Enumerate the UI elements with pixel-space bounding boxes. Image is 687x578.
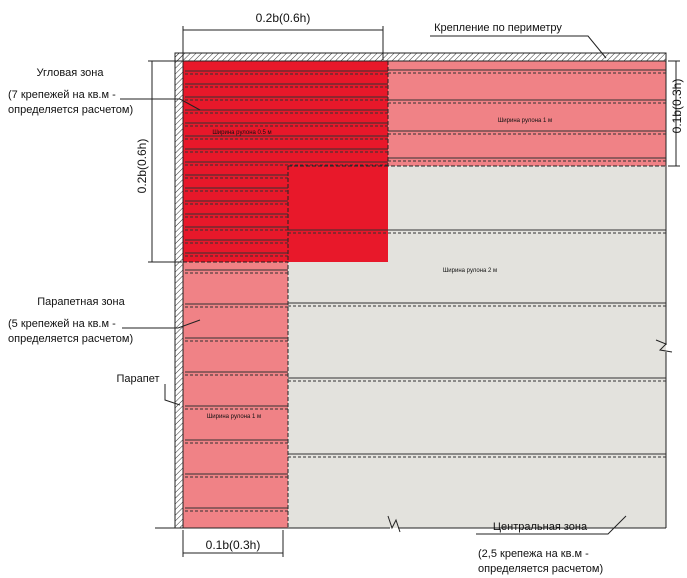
perimeter-label: Крепление по периметру [434,22,562,34]
central-zone-label: Центральная зона [493,521,588,533]
roll-width-corner: Ширина рулона 0.5 м [212,130,271,136]
roll-width-left: Ширина рулона 1 м [207,414,261,420]
roll-width-top-right: Ширина рулона 1 м [498,118,552,124]
left-dimension-label: 0.2b(0.6h) [135,139,149,194]
top-dimension-label: 0.2b(0.6h) [256,11,311,25]
corner-zone-note-1: (7 крепежей на кв.м - [8,89,116,101]
bottom-dimension-label: 0.1b(0.3h) [206,538,261,552]
corner-zone-note-2: определяется расчетом) [8,104,133,116]
parapet-zone-top [388,61,666,166]
parapet-zone-label: Парапетная зона [37,296,125,308]
right-dimension-label: 0.1b(0.3h) [670,79,684,134]
central-zone-note-1: (2,5 крепежа на кв.м - [478,548,589,560]
break-marks [387,339,673,533]
zone-outlines [155,53,667,529]
parapet-wall-top [174,52,667,62]
parapet-zone-left [183,262,288,528]
dimension-lines [148,26,680,557]
corner-zone-label: Угловая зона [36,67,104,79]
leader-lines [120,35,627,535]
parapet-label: Парапет [116,373,159,385]
parapet-zone-note-1: (5 крепежей на кв.м - [8,318,116,330]
roll-width-center: Ширина рулона 2 м [443,268,497,274]
roll-seams [185,69,666,512]
parapet-wall-left [174,52,184,529]
central-zone-note-2: определяется расчетом) [478,563,603,575]
parapet-zone-note-2: определяется расчетом) [8,333,133,345]
